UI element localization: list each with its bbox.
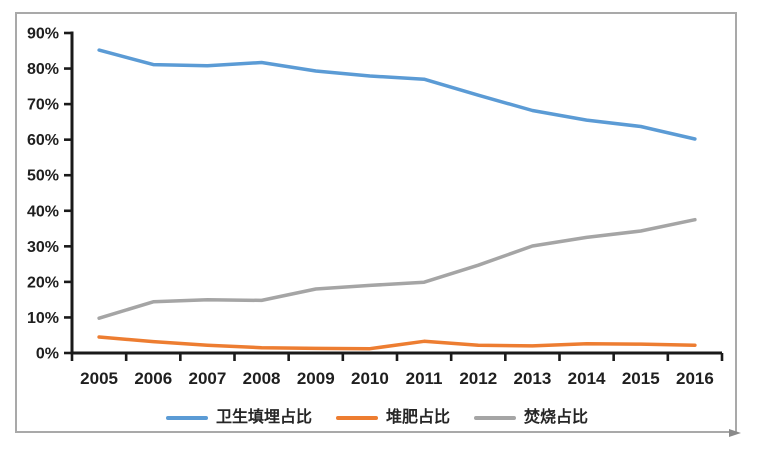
y-tick-label: 0% (36, 346, 59, 363)
y-axis-labels: 0% 10% 20% 30% 40% 50% 60% 70% 80% 90% (27, 26, 59, 363)
x-tick-label: 2009 (297, 369, 335, 388)
series-line-2 (97, 217, 697, 320)
corner-arrow-icon (729, 429, 741, 437)
x-tick-label: 2016 (676, 369, 714, 388)
y-tick-marks (64, 31, 72, 355)
x-tick-label: 2010 (351, 369, 389, 388)
landfill-line-swatch-icon (165, 416, 208, 420)
series-line-1 (97, 335, 697, 351)
legend-item-compost: 堆肥占比 (335, 408, 450, 428)
x-tick-label: 2012 (459, 369, 497, 388)
y-tick-label: 80% (27, 61, 59, 78)
x-tick-label: 2008 (243, 369, 281, 388)
series-lines (97, 48, 697, 351)
x-tick-label: 2015 (622, 369, 660, 388)
x-tick-label: 2014 (568, 369, 606, 388)
y-tick-label: 10% (27, 310, 59, 327)
x-tick-label: 2011 (406, 369, 443, 388)
y-tick-label: 30% (27, 239, 59, 256)
x-tick-label: 2013 (514, 369, 552, 388)
legend-item-incineration: 焚烧占比 (474, 408, 588, 428)
y-tick-label: 70% (27, 97, 59, 114)
y-tick-label: 60% (27, 132, 59, 149)
y-tick-label: 90% (27, 26, 59, 43)
legend-label-landfill: 卫生填埋占比 (215, 409, 312, 426)
y-tick-label: 50% (27, 168, 59, 185)
legend-label-compost: 堆肥占比 (385, 409, 450, 426)
x-tick-label: 2007 (189, 369, 227, 388)
x-tick-label: 2006 (134, 369, 172, 388)
x-tick-label: 2005 (80, 369, 118, 388)
x-axis-labels: 2005 2006 2007 2008 2009 2010 2011 2012 2013 2014… (80, 369, 714, 388)
y-tick-label: 40% (27, 203, 59, 220)
y-tick-label: 20% (27, 274, 59, 291)
legend-label-incineration: 焚烧占比 (524, 409, 589, 426)
legend-item-landfill: 卫生填埋占比 (165, 408, 312, 428)
compost-line-swatch-icon (335, 416, 378, 420)
chart-frame (15, 12, 737, 433)
incineration-line-swatch-icon (474, 416, 516, 420)
x-tick-marks (70, 353, 724, 361)
series-line-0 (97, 48, 697, 141)
chart-legend: 卫生填埋占比 堆肥占比 焚烧占比 (15, 408, 739, 428)
